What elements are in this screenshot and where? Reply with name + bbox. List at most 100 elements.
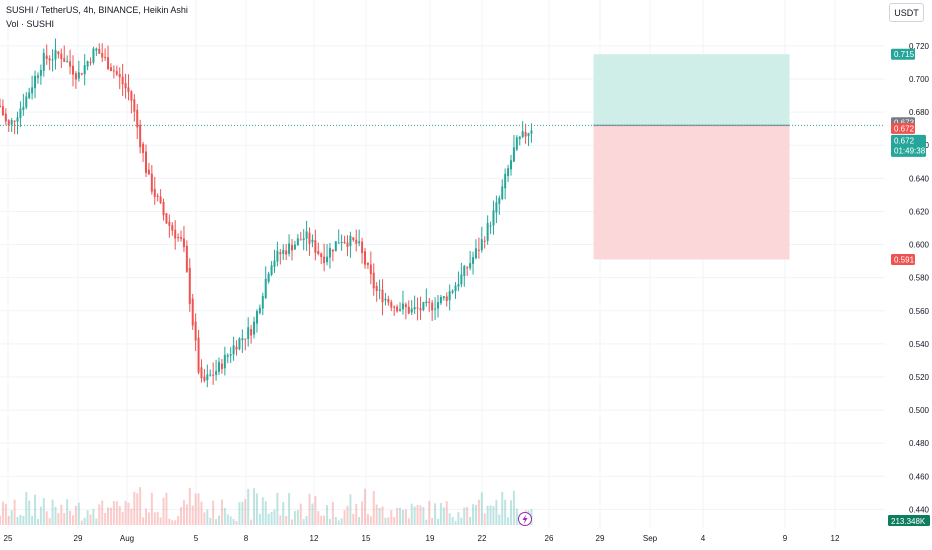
volume-bar bbox=[89, 514, 92, 525]
volume-bar bbox=[445, 501, 448, 525]
volume-bar bbox=[323, 515, 326, 525]
volume-bar bbox=[407, 518, 410, 525]
volume-bar bbox=[305, 515, 308, 525]
volume-bar bbox=[22, 515, 25, 525]
volume-bar bbox=[7, 515, 10, 525]
candle-body bbox=[495, 202, 498, 213]
volume-bar bbox=[451, 517, 454, 525]
currency-button[interactable]: USDT bbox=[889, 3, 924, 22]
candle-body bbox=[352, 237, 355, 241]
volume-bar bbox=[232, 518, 235, 525]
candle-body bbox=[524, 132, 527, 137]
y-tick-label: 0.680 bbox=[909, 108, 930, 117]
volume-bar bbox=[285, 516, 288, 525]
volume-bar bbox=[358, 517, 361, 525]
candle-body bbox=[279, 252, 282, 255]
candle-body bbox=[361, 241, 364, 254]
x-tick-label: Aug bbox=[120, 534, 134, 543]
volume-bar bbox=[434, 503, 437, 525]
volume-bar bbox=[215, 519, 218, 525]
profit-zone[interactable] bbox=[593, 54, 790, 126]
volume-bar bbox=[36, 519, 39, 525]
x-tick-label: Sep bbox=[643, 534, 658, 543]
x-tick-label: 26 bbox=[545, 534, 554, 543]
candle-body bbox=[264, 278, 267, 298]
volume-bar bbox=[69, 510, 72, 525]
candle-body bbox=[258, 307, 261, 313]
candle-body bbox=[270, 265, 273, 275]
volume-bar bbox=[264, 501, 267, 525]
x-tick-label: 29 bbox=[596, 534, 605, 543]
candle-body bbox=[171, 225, 174, 231]
candle-body bbox=[504, 173, 507, 189]
volume-bar bbox=[337, 520, 340, 525]
volume-bar bbox=[349, 494, 352, 525]
candle-body bbox=[463, 265, 466, 276]
candle-body bbox=[220, 363, 223, 370]
volume-bar bbox=[253, 488, 256, 525]
volume-bar bbox=[238, 502, 241, 525]
lightning-icon[interactable] bbox=[518, 512, 532, 526]
candle-body bbox=[130, 91, 133, 101]
volume-bar bbox=[320, 515, 323, 525]
volume-bar bbox=[396, 508, 399, 525]
candle-body bbox=[203, 376, 206, 381]
candle-body bbox=[57, 51, 60, 55]
candle-body bbox=[378, 289, 381, 291]
loss-zone[interactable] bbox=[593, 125, 790, 260]
candles bbox=[0, 38, 533, 388]
candle-body bbox=[115, 71, 118, 75]
candle-body bbox=[244, 338, 247, 340]
y-axis-labels: 0.7200.7000.6800.6600.6400.6200.6000.580… bbox=[909, 42, 930, 514]
y-tick-label: 0.480 bbox=[909, 439, 930, 448]
candle-body bbox=[261, 296, 264, 309]
candle-body bbox=[177, 237, 180, 239]
volume-indicator-label[interactable]: Vol · SUSHI bbox=[6, 19, 55, 29]
volume-bar bbox=[361, 501, 364, 525]
volume-bar bbox=[57, 513, 60, 525]
candle-body bbox=[95, 48, 98, 51]
x-tick-label: 5 bbox=[194, 534, 199, 543]
candle-body bbox=[273, 260, 276, 267]
volume-bar bbox=[258, 513, 261, 525]
volume-bar bbox=[387, 517, 390, 525]
candle-body bbox=[118, 73, 121, 78]
candle-body bbox=[355, 239, 358, 244]
candle-body bbox=[305, 231, 308, 239]
y-tick-label: 0.440 bbox=[909, 505, 930, 514]
candle-body bbox=[209, 374, 212, 376]
candle-body bbox=[372, 272, 375, 289]
candle-body bbox=[180, 237, 183, 239]
candle-body bbox=[366, 262, 369, 265]
candle-body bbox=[396, 306, 399, 312]
x-tick-label: 12 bbox=[310, 534, 319, 543]
candle-body bbox=[223, 354, 226, 369]
candle-body bbox=[104, 56, 107, 58]
volume-bar bbox=[480, 492, 483, 525]
volume-bar bbox=[145, 508, 147, 525]
volume-bar bbox=[241, 501, 244, 525]
volume-bar bbox=[355, 504, 358, 525]
volume-bar bbox=[428, 500, 431, 525]
volume-bar bbox=[498, 514, 501, 525]
candle-body bbox=[101, 53, 104, 58]
candle-body bbox=[404, 304, 407, 308]
candle-body bbox=[218, 362, 220, 372]
volume-bar bbox=[72, 515, 74, 525]
candle-body bbox=[194, 321, 197, 341]
volume-bar bbox=[372, 491, 375, 525]
x-tick-label: 29 bbox=[74, 534, 83, 543]
volume-bar bbox=[474, 504, 477, 525]
candle-body bbox=[133, 99, 136, 112]
candle-body bbox=[442, 296, 445, 298]
volume-bar bbox=[16, 516, 19, 525]
volume-bar bbox=[472, 504, 475, 525]
entry-badge bbox=[891, 122, 915, 134]
volume-bar bbox=[51, 499, 54, 525]
candle-body bbox=[282, 249, 285, 254]
candle-body bbox=[206, 374, 209, 381]
volume-bar bbox=[512, 490, 515, 525]
volume-badge-text: 213.348K bbox=[891, 517, 926, 526]
candle-body bbox=[235, 346, 238, 350]
